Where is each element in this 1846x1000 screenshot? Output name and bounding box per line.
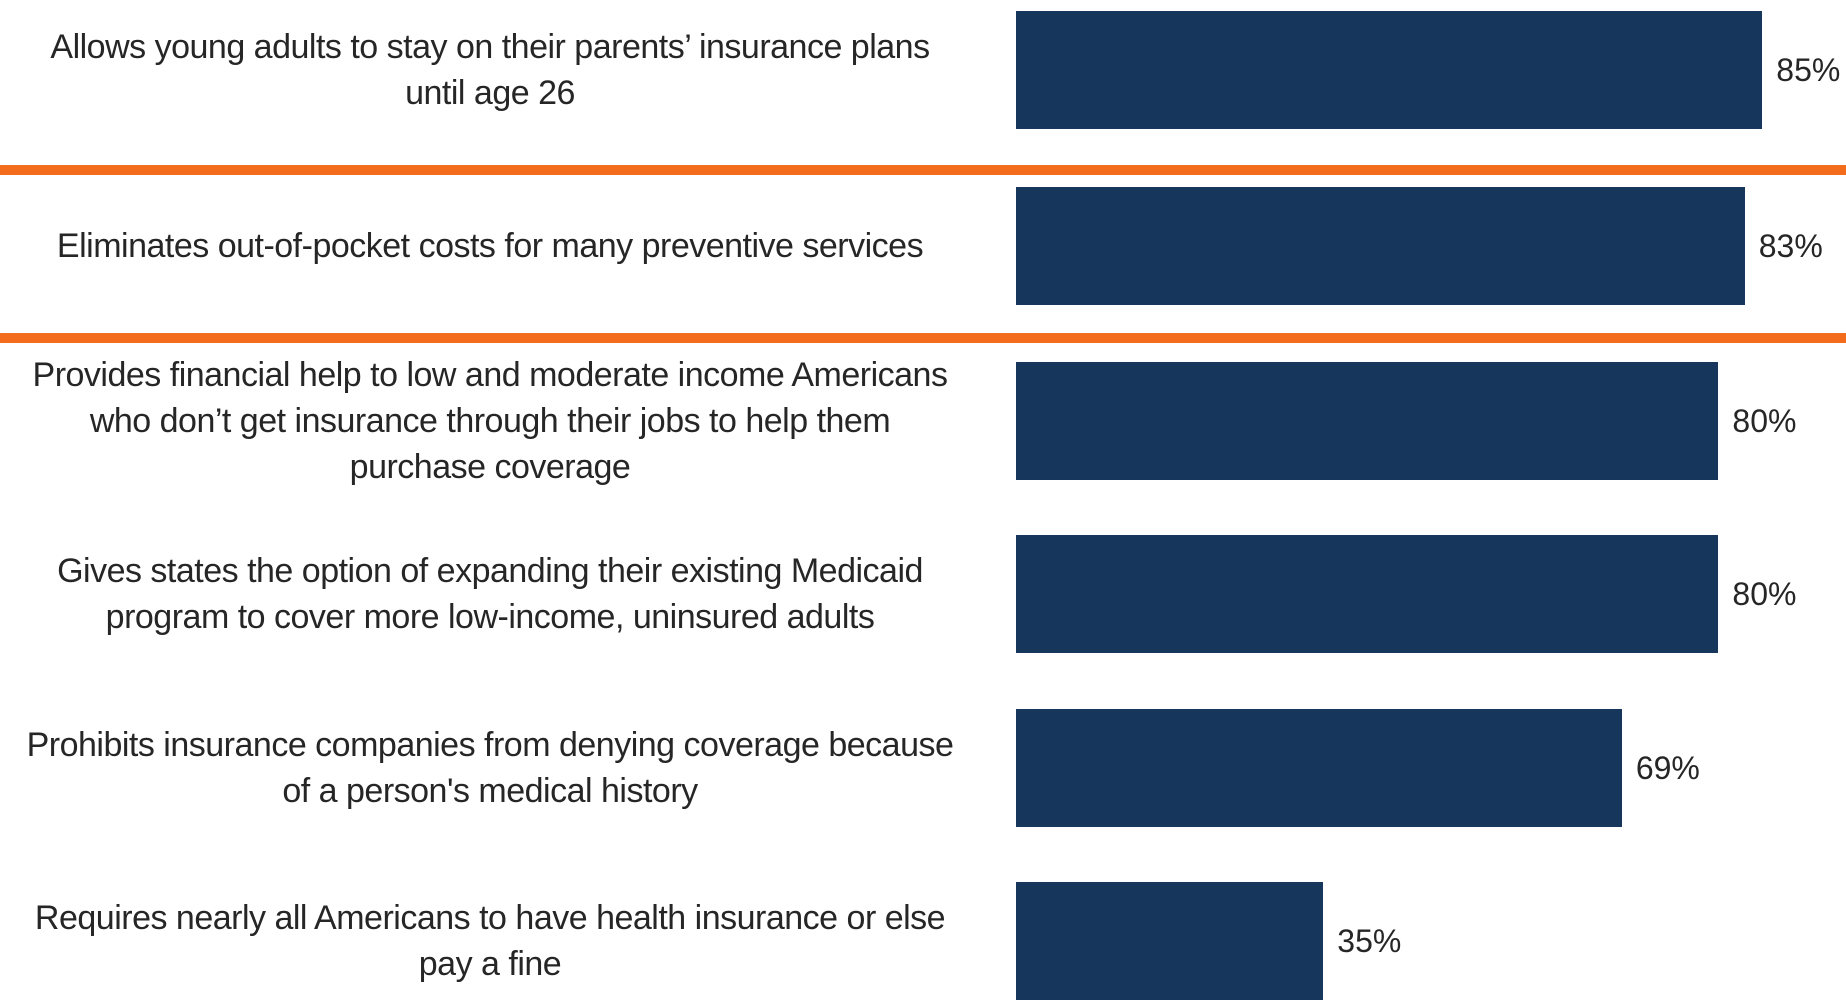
category-label: Eliminates out-of-pocket costs for many … [56,227,924,265]
category-label: Gives states the option of expanding the… [57,552,923,636]
bar [1016,882,1324,1000]
category-label: Prohibits insurance companies from denyi… [26,726,954,810]
value-label: 83% [1758,228,1823,264]
highlight-separator [0,165,1846,175]
bar [1016,187,1745,305]
value-label: 85% [1776,52,1841,88]
bar [1016,535,1719,653]
category-label: Allows young adults to stay on their par… [50,28,930,112]
category-label: Provides financial help to low and moder… [32,356,948,486]
bar [1016,362,1719,480]
value-label: 69% [1635,750,1700,786]
value-label: 80% [1732,576,1797,612]
bar [1016,11,1763,129]
highlight-separator [0,333,1846,343]
value-label: 80% [1732,403,1797,439]
value-label: 35% [1337,923,1402,959]
category-label: Requires nearly all Americans to have he… [34,899,946,983]
bar [1016,709,1622,827]
